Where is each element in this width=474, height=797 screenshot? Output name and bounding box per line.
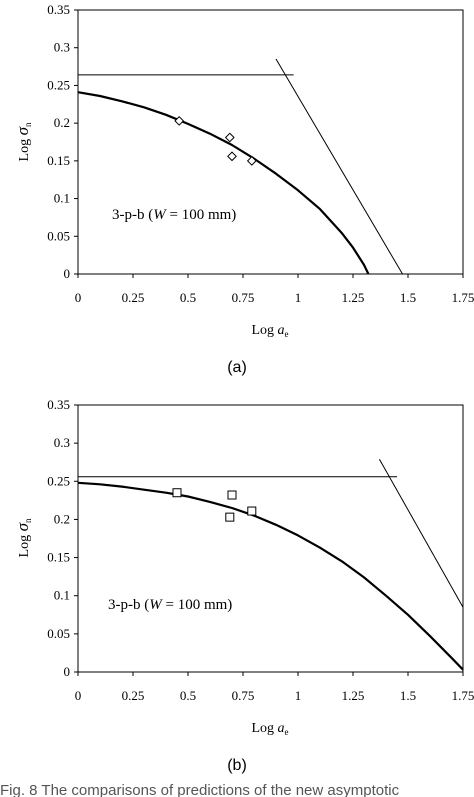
panel-a: 0 0.05 0.1 0.15 0.2 0.25 0.3 0.35 0 0.25 0.5 0.75 1…	[13, 2, 474, 376]
panel-a-x-tick-label: 1.75	[452, 290, 474, 305]
panel-b-y-tick-label: 0.15	[47, 550, 70, 565]
panel-a-plot-frame	[77, 9, 464, 275]
panel-b-x-tick-label: 1.25	[342, 688, 365, 703]
panel-b-y-ticks: 0 0.05 0.1 0.15 0.2 0.25 0.3 0.35	[47, 397, 78, 679]
panel-a-y-tick-label: 0.25	[47, 77, 70, 92]
panel-b-prediction-curve	[77, 481, 464, 671]
panel-a-inclined-asymptote	[275, 58, 403, 275]
panel-a-x-tick-label: 1.25	[342, 290, 365, 305]
panel-a-x-tick-label: 0.25	[122, 290, 145, 305]
panel-a-data-point-diamond	[227, 151, 237, 162]
panel-a-y-axis-label: Log σn	[13, 122, 33, 161]
panel-a-x-tick-label: 0	[75, 290, 82, 305]
panel-a-series	[77, 58, 403, 275]
panel-a-y-tick-label: 0.35	[47, 2, 70, 17]
panel-a-y-tick-label: 0	[64, 266, 71, 281]
panel-b-y-axis-label: Log σn	[13, 518, 33, 557]
panel-b-data-point-square	[172, 488, 182, 498]
panel-a-data-point-diamond	[246, 155, 257, 166]
panel-b-data-point-square	[225, 512, 235, 522]
panel-a-label: (a)	[227, 359, 247, 376]
panel-b-y-tick-label: 0.05	[47, 626, 70, 641]
panel-b-y-tick-label: 0.3	[54, 435, 70, 450]
panel-b-y-tick-label: 0.1	[54, 588, 70, 603]
panel-b-series	[77, 458, 464, 671]
panel-a-y-tick-label: 0.15	[47, 153, 70, 168]
panel-b-label: (b)	[227, 757, 247, 774]
figure-caption: Fig. 8 The comparisons of predictions of…	[0, 782, 400, 797]
panel-b-x-ticks: 0 0.25 0.5 0.75 1 1.25 1.5 1.75	[75, 672, 474, 703]
panel-b-x-tick-label: 0.5	[180, 688, 196, 703]
panel-a-x-ticks: 0 0.25 0.5 0.75 1 1.25 1.5 1.75	[75, 274, 474, 305]
panel-b-data-point-square	[247, 506, 257, 516]
panel-b-y-tick-label: 0.25	[47, 473, 70, 488]
panel-a-x-tick-label: 0.5	[180, 290, 196, 305]
panel-a-y-tick-label: 0.05	[47, 228, 70, 243]
panel-b-x-tick-label: 1	[295, 688, 302, 703]
panel-a-x-tick-label: 1	[295, 290, 302, 305]
panel-a-y-ticks: 0 0.05 0.1 0.15 0.2 0.25 0.3 0.35	[47, 2, 78, 281]
panel-b-x-tick-label: 0.25	[122, 688, 145, 703]
panel-b-x-axis-label: Log ae	[251, 721, 288, 737]
panel-b: 0 0.05 0.1 0.15 0.2 0.25 0.3 0.35 0 0.25 0.5 0.75 1…	[13, 397, 474, 774]
panel-a-y-tick-label: 0.2	[54, 115, 70, 130]
panel-b-x-tick-label: 1.75	[452, 688, 474, 703]
panel-a-data-point-diamond	[224, 132, 235, 143]
panel-b-data-point-square	[227, 490, 237, 500]
panel-a-x-axis-label: Log ae	[251, 323, 288, 339]
panel-a-prediction-curve	[77, 91, 370, 275]
panel-b-y-tick-label: 0	[64, 664, 71, 679]
panel-a-y-tick-label: 0.1	[54, 191, 70, 206]
panel-b-plot: 0 0.05 0.1 0.15 0.2 0.25 0.3 0.35 0 0.25 0.5 0.75 1…	[47, 397, 474, 703]
panel-a-data-point-diamond	[174, 115, 185, 126]
panel-b-inclined-asymptote	[378, 458, 464, 608]
panel-b-y-tick-label: 0.35	[47, 397, 70, 412]
panel-b-x-tick-label: 0	[75, 688, 82, 703]
panel-b-plot-frame	[77, 404, 464, 673]
panel-a-x-tick-label: 0.75	[232, 290, 255, 305]
panel-a-x-tick-label: 1.5	[400, 290, 416, 305]
panel-b-x-tick-label: 1.5	[400, 688, 416, 703]
panel-b-x-tick-label: 0.75	[232, 688, 255, 703]
panel-a-y-tick-label: 0.3	[54, 40, 70, 55]
panel-b-annotation: 3-p-b (W = 100 mm)	[108, 597, 232, 613]
panel-a-plot: 0 0.05 0.1 0.15 0.2 0.25 0.3 0.35 0 0.25 0.5 0.75 1…	[47, 2, 474, 305]
panel-b-y-tick-label: 0.2	[54, 511, 70, 526]
panel-a-annotation: 3-p-b (W = 100 mm)	[112, 207, 236, 223]
